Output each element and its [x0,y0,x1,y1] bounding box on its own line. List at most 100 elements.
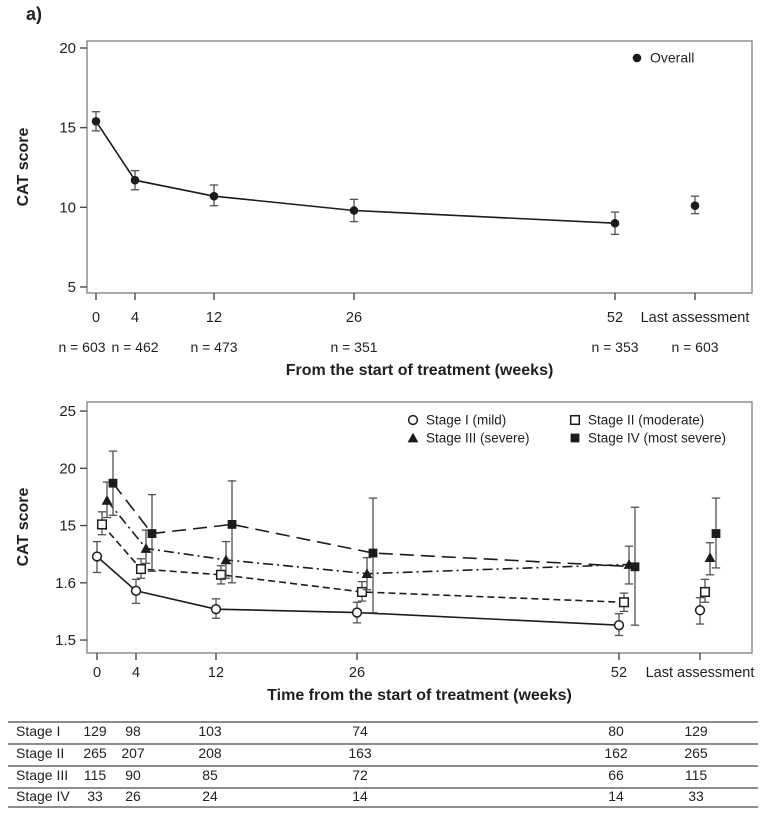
table-cell-value: 98 [125,723,141,739]
table-rule [8,787,758,789]
y-tick-label: 15 [59,518,76,535]
table-rule [8,721,758,723]
table-rule [8,806,758,808]
marker-stage-iv [368,548,378,558]
n-count-label: n = 603 [671,339,718,355]
x-tick-label: 12 [206,310,222,326]
bottom-chart-x-axis-title: Time from the start of treatment (weeks) [267,687,572,704]
series-line-stage-ii [101,523,625,604]
table-cell-value: 14 [608,787,624,804]
legend-label: Stage IV (most severe) [588,431,726,446]
marker-stage-ii [215,569,227,580]
table-cell-value: 163 [348,745,372,761]
y-tick-label: 5 [68,279,76,296]
figure-label: a) [26,4,43,24]
marker-stage-ii [618,597,630,608]
top-chart-x-axis-title: From the start of treatment (weeks) [285,362,554,379]
legend-label: Overall [650,50,694,66]
series-stage-ii [96,511,711,613]
series-line-stage-iv [112,482,636,568]
x-tick-label: Last assessment [646,665,755,681]
marker-overall [91,116,101,126]
table-row-label: Stage I [16,723,61,739]
series-stage-iii [101,481,716,591]
legend-marker-stage-ii-moderate- [569,414,581,426]
x-tick-label: 4 [131,310,139,326]
plot-frame [86,40,753,294]
marker-stage-ii [135,564,147,575]
y-tick-label: 20 [59,460,76,477]
y-tick-label: 1.5 [55,632,76,649]
table-cell-value: 265 [83,745,107,761]
marker-overall [690,201,700,211]
marker-stage-iv [147,529,157,538]
table-cell-value: 115 [83,767,107,783]
table-cell-value: 66 [608,767,624,783]
table-rule [8,765,758,767]
marker-stage-ii [96,519,108,530]
x-tick-label: 52 [607,310,623,326]
legend-marker-stage-iii-severe- [407,432,419,443]
legend-marker-overall [632,53,642,63]
marker-stage-ii [699,586,711,598]
table-row-label: Stage IV [16,787,70,804]
legend: Overall [632,50,694,66]
x-tick-label: 52 [611,665,627,681]
marker-stage-iv [108,478,118,488]
table-cell-value: 207 [121,745,145,761]
marker-stage-iii [704,552,716,563]
marker-stage-i [613,620,625,631]
y-tick-label: 10 [59,199,76,216]
plot-frame [86,401,753,654]
marker-stage-iv [227,520,237,529]
marker-stage-iv [630,562,640,572]
x-tick-label: 26 [349,665,365,681]
table-cell-value: 80 [608,723,624,739]
legend: Stage I (mild) Stage II (moderate) Stage I… [407,413,726,446]
bottom-chart-y-axis-title: CAT score [15,487,32,567]
n-count-label: n = 462 [111,339,158,355]
table-cell-value: 90 [125,767,141,783]
x-tick-label: 12 [208,665,224,681]
table-row-label: Stage II [16,745,65,761]
n-count-label: n = 603 [58,339,105,355]
table-cell-value: 74 [352,723,368,739]
table-cell-value: 115 [684,767,708,783]
top-chart-y-axis-title: CAT score [15,127,32,207]
table-cell-value: 265 [684,745,708,761]
marker-overall [349,206,359,215]
marker-stage-iv [711,529,721,538]
marker-stage-iii [101,494,113,505]
n-count-label: n = 351 [330,339,377,355]
table-cell-value: 208 [198,745,222,761]
table-cell-value: 129 [684,723,708,739]
marker-stage-i [694,605,706,616]
marker-stage-iii [140,543,152,553]
x-tick-label: 0 [92,310,100,326]
table-cell-value: 72 [352,767,368,783]
x-tick-label: 4 [132,665,140,681]
series-overall [91,111,700,236]
table-cell-value: 14 [352,787,368,804]
marker-stage-ii [356,586,368,598]
table-row-label: Stage III [16,767,69,783]
n-count-label: n = 353 [591,339,638,355]
table-cell-value: 85 [202,767,218,783]
marker-stage-i [91,551,103,562]
x-tick-label: 0 [93,665,101,681]
table-cell-value: 103 [198,723,222,739]
table-cell-value: 33 [688,787,704,804]
marker-stage-iii [220,554,232,565]
table-cell-value: 26 [125,787,141,804]
legend-label: Stage I (mild) [426,413,506,428]
table-cell-value: 162 [604,745,628,761]
marker-stage-i [210,603,222,615]
error-bar [227,480,237,584]
table-rule [8,743,758,745]
bottom-chart: 25 20 15 1.6 1.5 0 4 12 26 52 Last assessment Stage… [55,401,755,681]
x-tick-label: Last assessment [641,310,750,326]
y-tick-label: 20 [59,40,76,57]
legend-label: Stage II (moderate) [588,413,704,428]
